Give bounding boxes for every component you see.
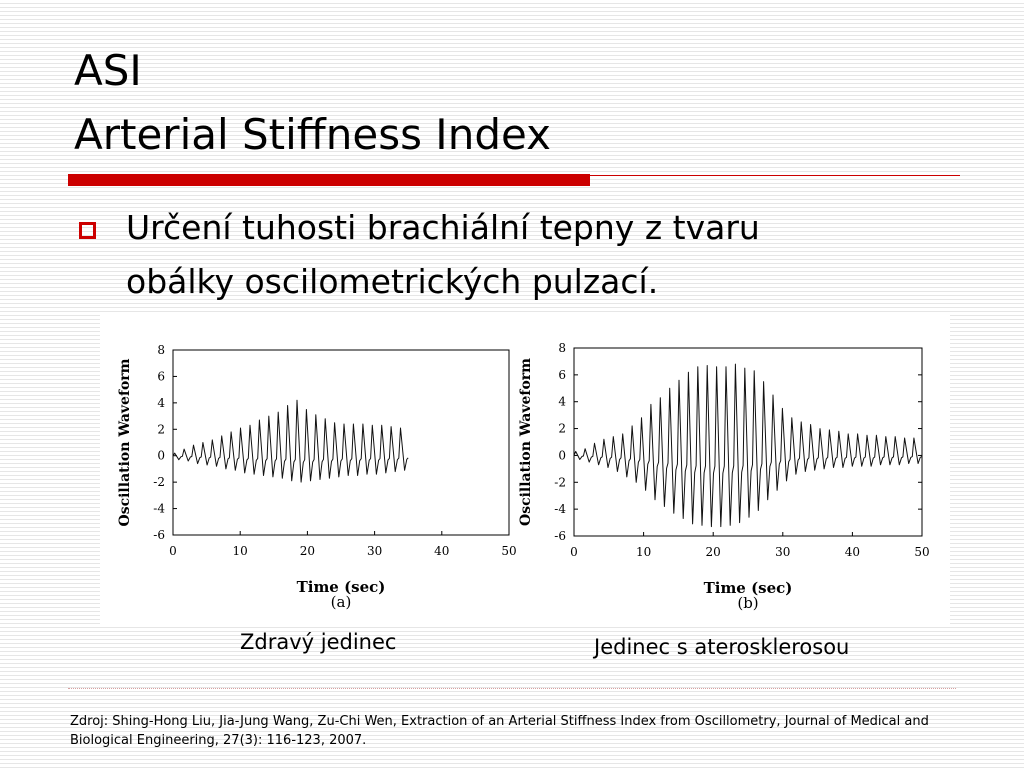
chart1-x-tick-label: 0	[169, 544, 177, 558]
chart1-y-tick-label: 4	[157, 396, 165, 410]
chart2-waveform-line	[573, 363, 922, 528]
source-citation: Zdroj: Shing-Hong Liu, Jia-Jung Wang, Zu…	[70, 714, 929, 748]
chart1-y-tick-label: 6	[157, 369, 165, 383]
chart1-y-tick-label: 0	[157, 449, 165, 463]
chart2-y-tick-label: 8	[558, 341, 566, 355]
chart2-y-tick-label: -6	[554, 529, 566, 543]
chart1-x-tick-label: 40	[434, 544, 449, 558]
chart2-x-tick-label: 20	[706, 545, 721, 559]
caption-atherosclerosis: Jedinec s aterosklerosou	[594, 635, 850, 659]
chart2-x-tick-label: 30	[775, 545, 790, 559]
chart2-panel-label: (b)	[737, 594, 758, 612]
title-underline-bar	[68, 174, 590, 186]
chart2-x-tick-label: 0	[570, 545, 578, 559]
chart1-y-axis-label: Oscillation Waveform	[117, 358, 133, 526]
slide-title-line2: Arterial Stiffness Index	[74, 110, 551, 159]
chart1-waveform-line	[172, 399, 409, 483]
chart2-y-tick-label: -2	[554, 475, 566, 489]
chart2-x-tick-label: 40	[845, 545, 860, 559]
chart1-x-axis-label: Time (sec)	[297, 578, 386, 596]
chart2-y-tick-label: -4	[554, 502, 566, 516]
bullet-text-line2: obálky oscilometrických pulzací.	[126, 262, 659, 301]
chart1-plot-frame	[172, 349, 510, 536]
chart1-y-tick-label: -4	[153, 502, 165, 516]
chart2-plot-frame	[573, 347, 923, 537]
chart1-y-tick-label: 8	[157, 343, 165, 357]
chart2-x-tick-label: 10	[636, 545, 651, 559]
slide-title-line1: ASI	[74, 46, 142, 95]
chart2-x-tick-label: 50	[914, 545, 929, 559]
chart2-y-axis-label: Oscillation Waveform	[518, 358, 534, 526]
footer-divider	[68, 688, 956, 689]
bullet-square-icon	[79, 222, 96, 239]
chart2-y-tick-label: 2	[558, 422, 566, 436]
chart1-x-tick-label: 30	[367, 544, 382, 558]
chart2-y-tick-label: 4	[558, 395, 566, 409]
chart1-y-tick-label: -6	[153, 528, 165, 542]
chart1-x-tick-label: 20	[300, 544, 315, 558]
chart1-y-tick-label: -2	[153, 475, 165, 489]
caption-healthy: Zdravý jedinec	[240, 630, 397, 654]
chart1-panel-label: (a)	[331, 593, 352, 611]
bullet-text-line1: Určení tuhosti brachiální tepny z tvaru	[126, 208, 760, 247]
chart1-x-tick-label: 10	[233, 544, 248, 558]
chart1-x-tick-label: 50	[501, 544, 516, 558]
chart2-x-axis-label: Time (sec)	[704, 579, 793, 597]
chart2-y-tick-label: 0	[558, 448, 566, 462]
chart-panel: 8 6 4 2 0 -2 -4 -6 0 10 20 30 40 50 Time (sec) (a) Oscil…	[100, 313, 950, 625]
chart1-y-tick-label: 2	[157, 422, 165, 436]
chart2-y-tick-label: 6	[558, 368, 566, 382]
title-underline-thin	[590, 175, 960, 176]
